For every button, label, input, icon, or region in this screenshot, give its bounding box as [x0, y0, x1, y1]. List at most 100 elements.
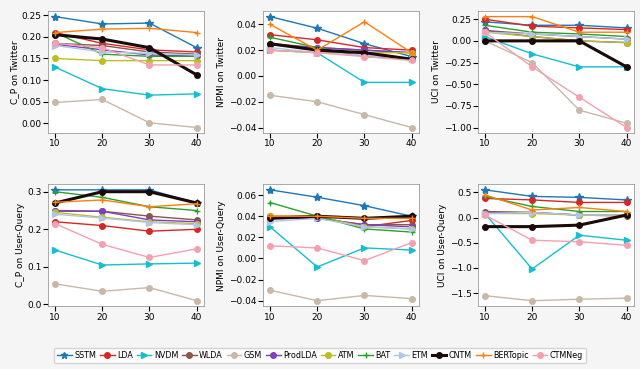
ETM: [314, 216, 321, 221]
Line: BAT: BAT: [482, 23, 629, 39]
NVDM: [408, 80, 415, 85]
WLDA: [266, 216, 274, 221]
ETM: [408, 227, 415, 231]
ATM: [528, 211, 536, 216]
CTMNeg: [146, 63, 154, 67]
BAT: [51, 190, 59, 194]
Line: BERTopic: BERTopic: [268, 19, 414, 55]
SSTM: [408, 214, 415, 218]
WLDA: [360, 48, 368, 52]
ATM: [266, 48, 274, 52]
ETM: [193, 223, 200, 227]
ProdLDA: [51, 42, 59, 46]
ATM: [266, 214, 274, 218]
CTMNeg: [99, 45, 106, 50]
BAT: [193, 54, 200, 59]
ATM: [146, 58, 154, 63]
SSTM: [623, 198, 630, 202]
NVDM: [146, 93, 154, 97]
BERTopic: [408, 51, 415, 55]
BAT: [528, 30, 536, 34]
Line: ProdLDA: ProdLDA: [482, 210, 629, 218]
ETM: [528, 32, 536, 36]
Line: GSM: GSM: [52, 97, 200, 130]
LDA: [360, 45, 368, 50]
Line: CNTM: CNTM: [52, 32, 200, 77]
Line: LDA: LDA: [268, 32, 414, 53]
CNTM: [623, 213, 630, 217]
Line: SSTM: SSTM: [481, 186, 630, 204]
NVDM: [575, 233, 583, 237]
SSTM: [266, 14, 274, 19]
BAT: [528, 204, 536, 209]
Line: ETM: ETM: [482, 30, 629, 42]
GSM: [314, 299, 321, 303]
CTMNeg: [360, 54, 368, 59]
SSTM: [528, 194, 536, 199]
ATM: [623, 213, 630, 217]
NVDM: [360, 80, 368, 85]
CNTM: [193, 201, 200, 205]
NVDM: [528, 267, 536, 271]
CTMNeg: [51, 41, 59, 46]
CNTM: [575, 223, 583, 227]
WLDA: [146, 214, 154, 218]
Line: ETM: ETM: [268, 215, 414, 232]
BAT: [623, 34, 630, 39]
ProdLDA: [623, 213, 630, 217]
Line: ATM: ATM: [268, 213, 414, 232]
BERTopic: [146, 26, 154, 31]
ATM: [408, 51, 415, 55]
BERTopic: [623, 209, 630, 214]
ETM: [360, 225, 368, 229]
Line: ProdLDA: ProdLDA: [52, 41, 200, 59]
Line: CTMNeg: CTMNeg: [482, 30, 629, 130]
BAT: [408, 57, 415, 61]
ETM: [575, 213, 583, 217]
BAT: [193, 208, 200, 213]
Line: SSTM: SSTM: [481, 18, 630, 32]
SSTM: [623, 26, 630, 30]
CNTM: [481, 224, 489, 229]
Line: SSTM: SSTM: [266, 186, 416, 220]
WLDA: [314, 216, 321, 221]
WLDA: [51, 41, 59, 46]
ATM: [408, 227, 415, 231]
GSM: [99, 97, 106, 102]
LDA: [99, 41, 106, 46]
NVDM: [575, 65, 583, 69]
BERTopic: [193, 30, 200, 35]
Line: CTMNeg: CTMNeg: [52, 41, 200, 68]
GSM: [528, 60, 536, 65]
Line: ATM: ATM: [482, 30, 629, 45]
ProdLDA: [360, 48, 368, 52]
Line: CTMNeg: CTMNeg: [268, 47, 414, 63]
CTMNeg: [99, 242, 106, 246]
ETM: [51, 43, 59, 48]
SSTM: [314, 195, 321, 199]
ATM: [575, 213, 583, 217]
WLDA: [360, 223, 368, 227]
NVDM: [481, 211, 489, 216]
ATM: [314, 214, 321, 218]
Line: SSTM: SSTM: [51, 13, 201, 52]
ATM: [528, 34, 536, 39]
CNTM: [99, 190, 106, 194]
Y-axis label: NPMI on Twitter: NPMI on Twitter: [218, 37, 227, 107]
Line: WLDA: WLDA: [52, 208, 200, 223]
CNTM: [266, 216, 274, 221]
BAT: [575, 209, 583, 214]
LDA: [575, 26, 583, 30]
NVDM: [266, 225, 274, 229]
Line: BERTopic: BERTopic: [482, 14, 629, 35]
Line: CNTM: CNTM: [268, 213, 414, 221]
CNTM: [314, 214, 321, 218]
ProdLDA: [193, 220, 200, 224]
LDA: [623, 27, 630, 32]
Line: ETM: ETM: [482, 210, 629, 218]
ETM: [314, 51, 321, 55]
LDA: [99, 223, 106, 228]
NVDM: [266, 48, 274, 52]
Line: ProdLDA: ProdLDA: [268, 215, 414, 230]
GSM: [528, 299, 536, 303]
